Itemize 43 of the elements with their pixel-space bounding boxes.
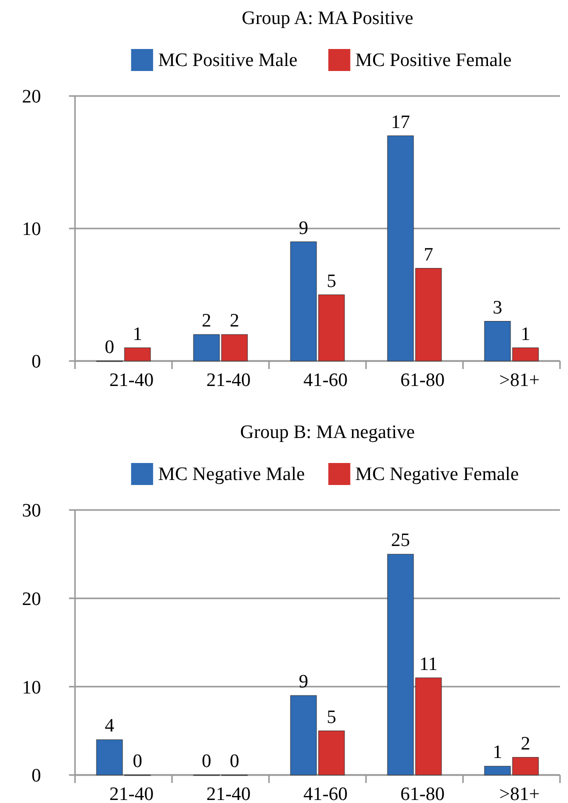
y-tick-label: 30 [22, 500, 41, 522]
data-label: 9 [298, 672, 308, 692]
x-tick-label: 61-80 [400, 784, 445, 803]
data-label: 1 [492, 742, 502, 764]
data-label: 1 [520, 324, 530, 345]
x-tick-label: 21-40 [109, 370, 154, 391]
legend-label: MC Negative Male [158, 464, 305, 485]
y-tick-label: 0 [32, 766, 41, 787]
data-label: 1 [132, 324, 142, 345]
chart-title: Group A: MA Positive [242, 8, 414, 29]
data-label: 7 [424, 244, 434, 266]
x-tick-label: 21-40 [206, 784, 251, 803]
x-tick-label: 21-40 [206, 370, 251, 391]
data-label: 3 [492, 297, 502, 318]
data-label: 4 [104, 716, 115, 737]
x-tick-label: >81+ [499, 370, 540, 391]
legend-label: MC Positive Female [355, 50, 512, 71]
legend-label: MC Positive Male [158, 50, 298, 71]
y-tick-label: 10 [22, 677, 41, 698]
x-tick-label: >81+ [499, 784, 540, 803]
y-tick-label: 0 [32, 352, 41, 373]
data-label: 2 [202, 310, 212, 332]
x-tick-label: 21-40 [109, 784, 154, 803]
data-label: 25 [391, 530, 410, 552]
data-label: 0 [230, 751, 240, 772]
data-label: 5 [326, 270, 336, 292]
x-tick-label: 41-60 [303, 784, 348, 803]
y-tick-label: 20 [22, 588, 41, 610]
y-tick-label: 20 [22, 86, 41, 108]
data-label: 2 [230, 310, 240, 332]
data-label: 5 [326, 706, 336, 728]
data-label: 9 [298, 218, 308, 239]
x-tick-label: 61-80 [400, 370, 445, 391]
data-label: 2 [520, 733, 530, 754]
data-label: 0 [104, 337, 114, 358]
legend-label: MC Negative Female [355, 464, 519, 485]
x-tick-label: 41-60 [303, 370, 348, 391]
y-tick-label: 10 [22, 219, 41, 240]
data-label: 0 [202, 751, 212, 772]
data-label: 17 [391, 112, 410, 133]
chart-title: Group B: MA negative [240, 422, 415, 443]
data-label: 0 [132, 751, 142, 772]
data-label: 11 [419, 654, 438, 675]
